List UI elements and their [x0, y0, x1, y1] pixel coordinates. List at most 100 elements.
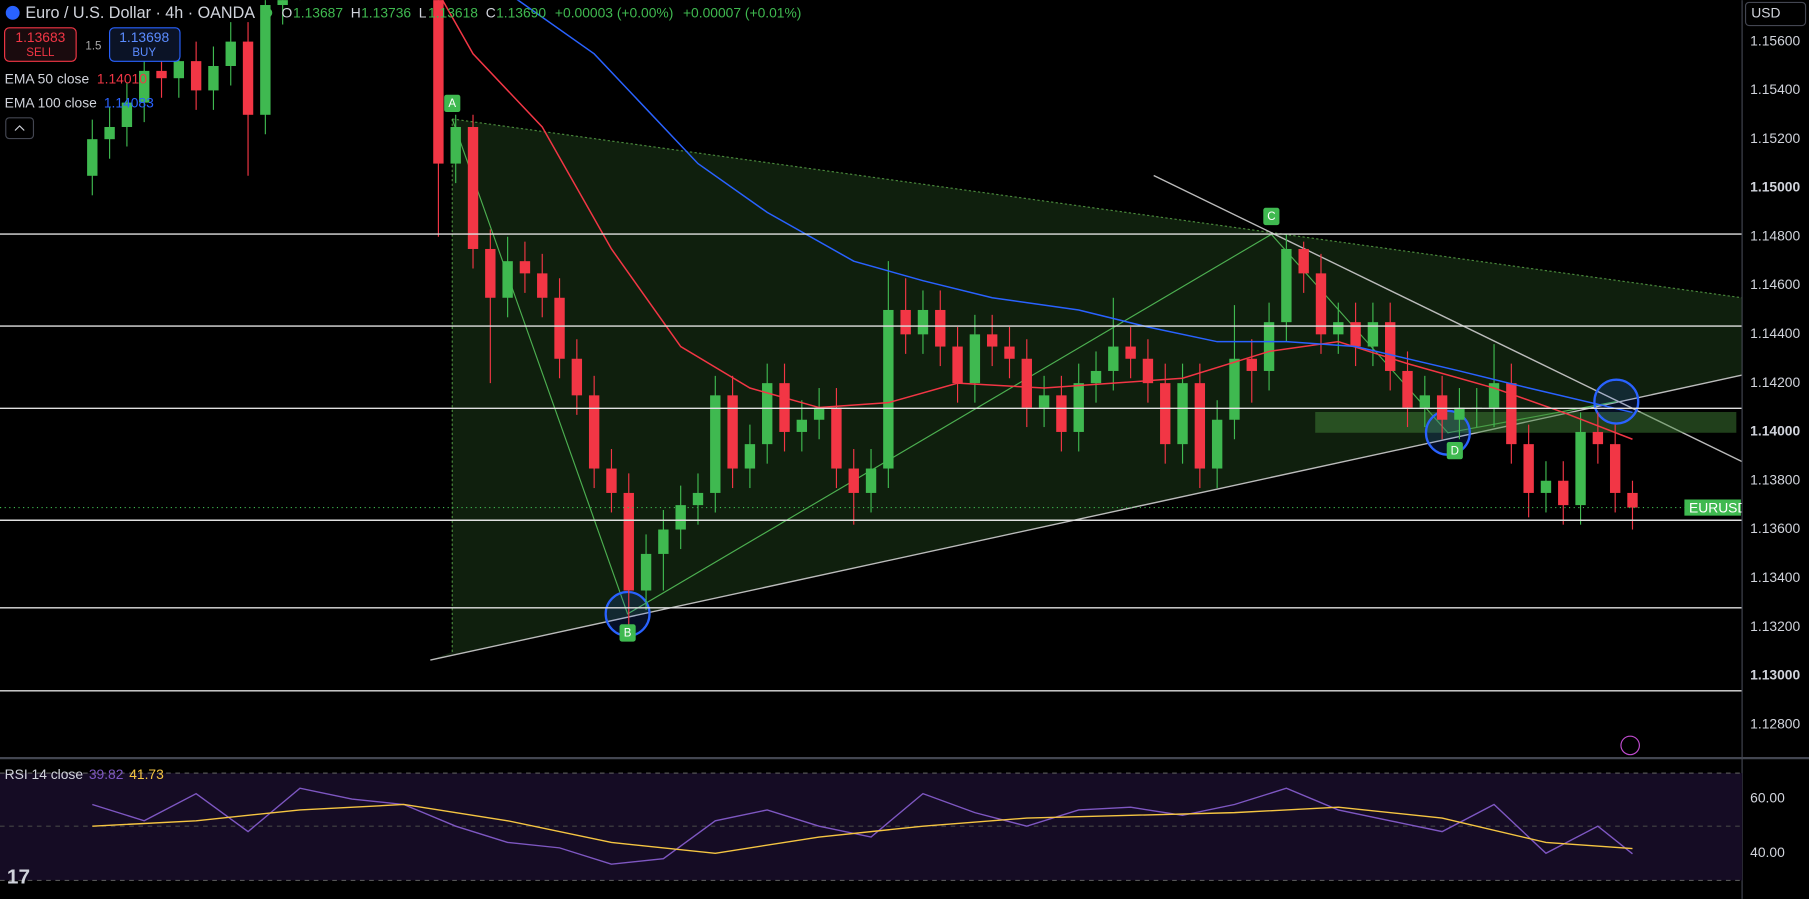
candle-body	[537, 273, 548, 298]
symbol-box	[1684, 499, 1741, 516]
collapse-button[interactable]	[5, 117, 35, 140]
triangle-zone	[430, 118, 1743, 661]
rsi-line	[92, 787, 1633, 865]
candle-body	[744, 444, 756, 469]
label-box	[1446, 442, 1463, 460]
candle-body	[1142, 358, 1154, 384]
candle-body	[1073, 383, 1084, 432]
y-tick-label: 1.15200	[1750, 130, 1800, 146]
candle-body	[1263, 322, 1275, 371]
candle-body	[190, 61, 202, 91]
candle-body	[796, 419, 808, 432]
candle-body	[658, 529, 669, 554]
candle-body	[1454, 407, 1465, 420]
candle-body	[1194, 383, 1206, 469]
candle-body	[848, 468, 859, 493]
candle-body	[121, 102, 133, 127]
candle-body	[831, 407, 842, 469]
rsi-line	[92, 803, 1633, 854]
sell-button[interactable]	[4, 27, 77, 62]
candle-body	[1298, 248, 1309, 274]
candle-body	[1506, 383, 1517, 445]
candle-body	[813, 407, 825, 420]
y-tick-label: 1.12800	[1750, 715, 1800, 731]
ohlc-h: H	[351, 5, 361, 21]
y-tick-label: 1.15400	[1750, 81, 1800, 97]
y-tick-label: 1.13400	[1750, 569, 1800, 585]
pattern-labels: A B C D	[444, 94, 1463, 642]
currency-select[interactable]	[1744, 1, 1807, 27]
candle-body	[1385, 322, 1396, 371]
candle-body	[779, 383, 790, 432]
y-tick-label: 1.14400	[1750, 325, 1800, 341]
symbol-label: EURUSD	[1689, 499, 1747, 515]
buy-button[interactable]	[109, 27, 181, 62]
candle-body	[727, 395, 738, 469]
candle-body	[450, 126, 461, 164]
resistance-line	[1153, 174, 1743, 463]
rsi-title: RSI 14 close	[5, 766, 84, 782]
candle-body	[623, 492, 634, 591]
ohlc-o: O	[282, 5, 293, 21]
candle-body	[433, 0, 444, 164]
candle-body	[519, 261, 531, 274]
change: +0.00003 (+0.00%)	[555, 5, 673, 21]
candle-body	[606, 468, 617, 493]
candle-body	[952, 346, 963, 384]
candle-body	[1281, 248, 1292, 323]
indicator-value: 1.14010	[97, 70, 147, 86]
candle-body	[554, 297, 565, 359]
sell-label: SELL	[26, 47, 55, 59]
pattern-label: D	[1451, 445, 1459, 457]
candle-body	[1436, 395, 1448, 420]
ohlc-low: 1.13618	[428, 5, 478, 21]
candle-body	[156, 70, 167, 79]
price-axis	[1742, 0, 1809, 899]
candle-body	[1229, 358, 1240, 420]
candle-body	[485, 248, 496, 298]
change-2: +0.00007 (+0.01%)	[683, 5, 801, 21]
candle-body	[1540, 480, 1552, 493]
candle-body	[1367, 322, 1379, 347]
candle-body	[1021, 358, 1032, 408]
drawings	[430, 118, 1743, 661]
label-box	[1263, 207, 1280, 226]
label-box	[444, 94, 461, 113]
y-axis: 1.15600 1.15400 1.15200 1.15000 1.14800 1.146…	[1750, 32, 1800, 731]
ohlc-close: 1.13690	[496, 5, 546, 21]
candle-body	[1246, 358, 1257, 371]
symbol: Euro / U.S. Dollar · 4h · OANDA	[25, 4, 255, 22]
rsi-value: 39.82	[89, 766, 124, 782]
y-tick-label: 1.15000	[1750, 179, 1800, 195]
candle-body	[675, 505, 686, 530]
candle-body	[1177, 383, 1188, 445]
triangle-top	[452, 118, 1743, 299]
y-tick-label: 1.14000	[1750, 423, 1800, 439]
pattern-label: A	[448, 98, 456, 110]
candle-body	[1558, 480, 1569, 506]
alert-icon[interactable]	[1620, 735, 1640, 756]
candle-body	[1004, 346, 1015, 359]
candle-body	[277, 0, 288, 6]
flag-icon	[5, 5, 20, 20]
y-tick-label: 1.15600	[1750, 32, 1800, 48]
candle-body	[1333, 322, 1344, 335]
pattern-label: C	[1267, 211, 1275, 223]
candle-body	[225, 41, 236, 67]
candle-body	[260, 5, 271, 115]
candle-body	[1160, 383, 1171, 445]
candle-body	[1108, 346, 1119, 371]
ema-line	[516, 0, 1633, 414]
spread: 1.5	[85, 40, 101, 52]
candle-body	[1488, 383, 1500, 408]
candle-body	[900, 309, 911, 335]
candle-body	[588, 395, 600, 469]
y-tick-label: 1.13800	[1750, 471, 1800, 487]
candle-body	[1627, 492, 1638, 508]
candle-body	[1575, 431, 1586, 506]
y-tick-label: 1.13200	[1750, 618, 1800, 634]
candle-body	[1609, 444, 1621, 493]
candle-body	[571, 358, 583, 396]
candle-body	[883, 309, 894, 469]
